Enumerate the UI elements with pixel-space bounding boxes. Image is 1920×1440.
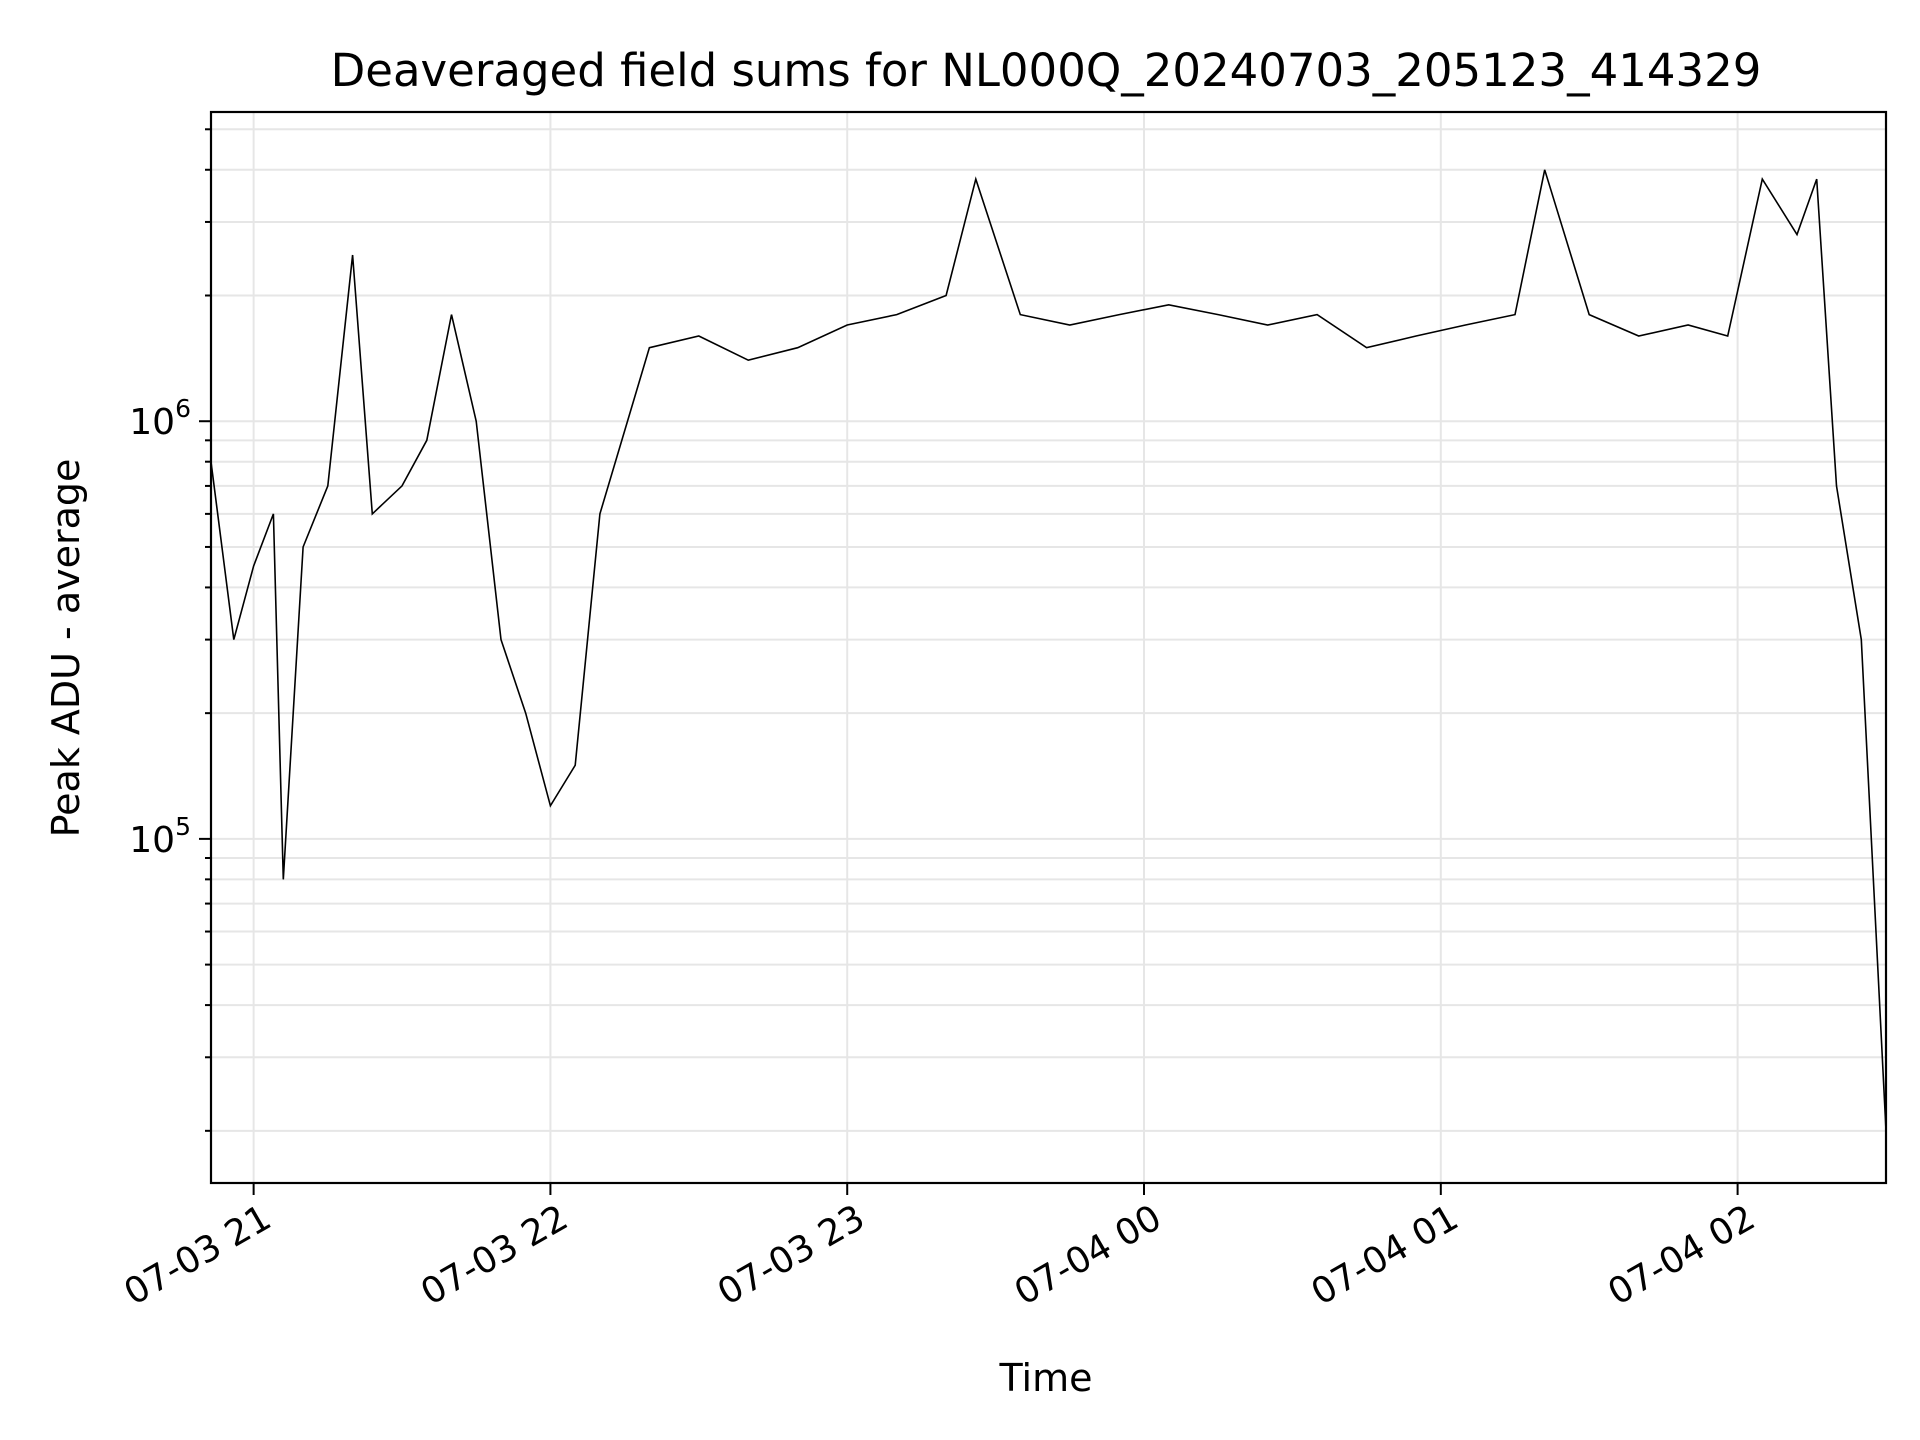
y-tick-label: 105 xyxy=(129,812,191,861)
grid xyxy=(211,112,1886,1183)
y-tick-label-exponent: 6 xyxy=(175,394,191,423)
chart-title: Deaveraged field sums for NL000Q_2024070… xyxy=(331,44,1762,97)
y-tick-label: 106 xyxy=(129,394,191,443)
x-axis-label: Time xyxy=(999,1356,1093,1400)
y-axis-label: Peak ADU - average xyxy=(44,459,88,838)
y-tick-label-base: 10 xyxy=(129,820,175,861)
y-tick-label-base: 10 xyxy=(129,402,175,443)
series-layer xyxy=(210,169,1887,1131)
y-tick-label-exponent: 5 xyxy=(175,812,191,841)
plot-frame xyxy=(209,110,1888,1185)
series-line xyxy=(210,169,1887,1131)
